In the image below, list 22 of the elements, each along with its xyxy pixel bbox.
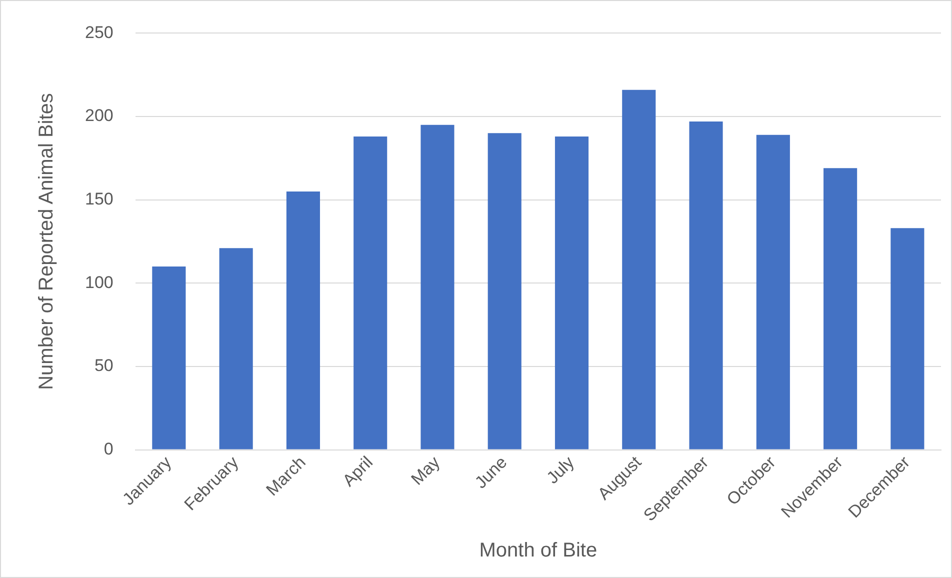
bar [689, 122, 723, 450]
y-tick-label: 250 [84, 22, 114, 42]
y-axis-title: Number of Reported Animal Bites [36, 93, 58, 390]
x-axis-title: Month of Bite [479, 540, 598, 562]
y-tick-label: 0 [104, 439, 114, 458]
bar [354, 136, 388, 450]
x-tick-label: July [543, 452, 578, 488]
bar [488, 133, 522, 450]
bar [420, 124, 454, 450]
bar [756, 134, 790, 450]
bar [286, 192, 320, 450]
bar [152, 266, 186, 450]
y-tick-label: 200 [84, 106, 114, 126]
x-tick-label: May [407, 452, 444, 489]
y-tick-label: 100 [84, 272, 114, 292]
y-tick-label: 150 [84, 190, 114, 209]
bar [554, 136, 589, 450]
bar [824, 168, 858, 450]
bar [622, 90, 656, 450]
y-tick-label: 50 [94, 356, 114, 376]
bar [219, 248, 253, 450]
bar [890, 228, 924, 450]
